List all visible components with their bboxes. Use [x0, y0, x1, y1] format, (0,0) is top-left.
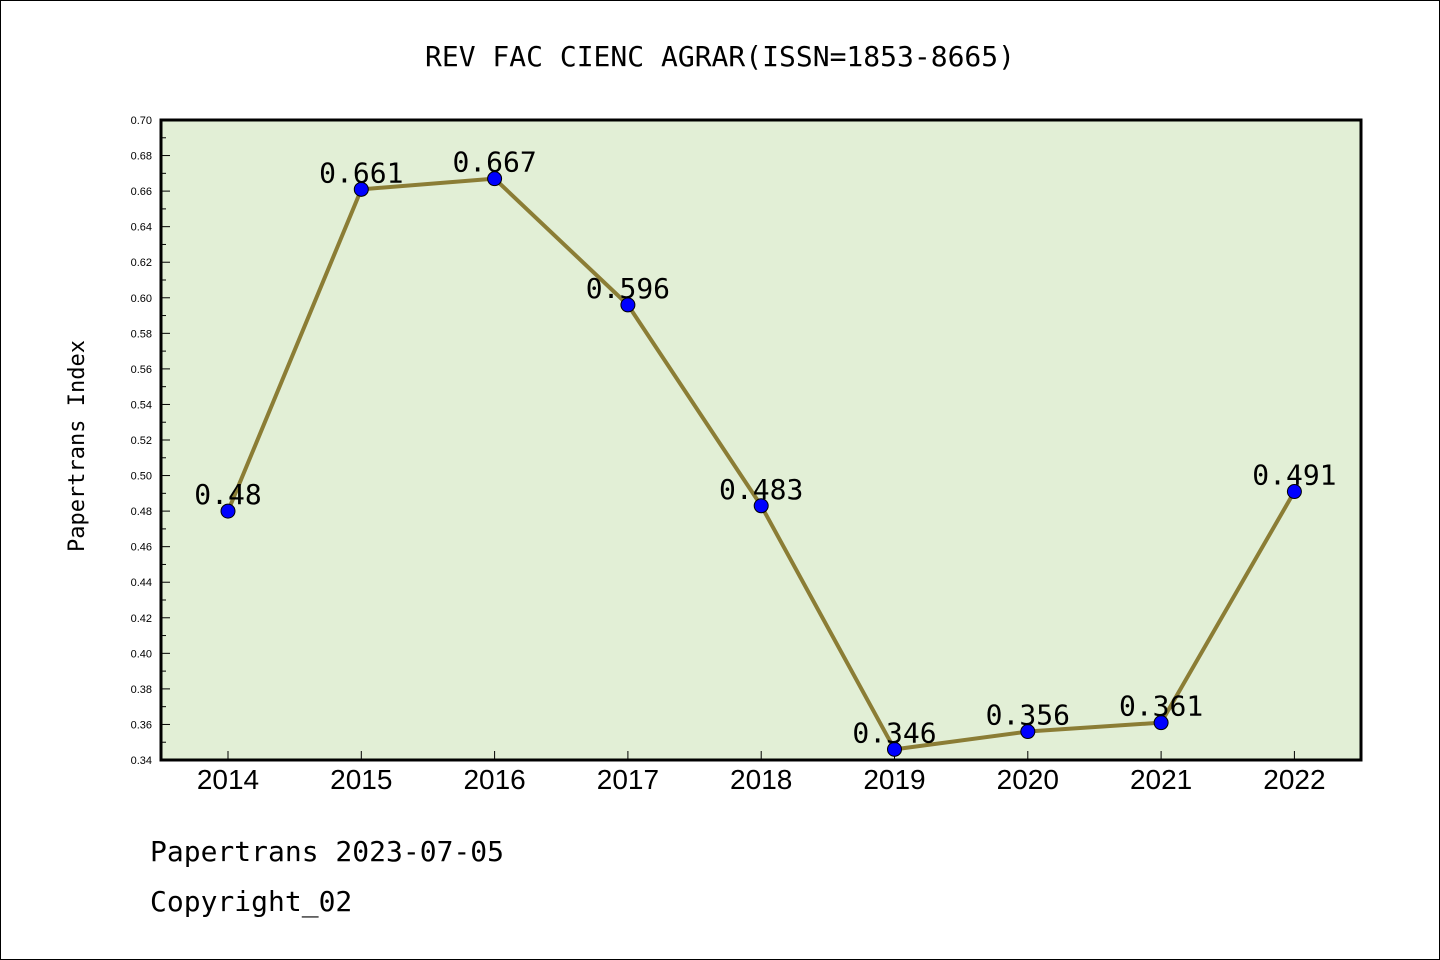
chart-title: REV FAC CIENC AGRAR(ISSN=1853-8665) — [425, 40, 1015, 73]
y-tick-label: 0.44 — [131, 577, 152, 589]
x-tick-label: 2016 — [463, 764, 525, 795]
data-point — [1286, 484, 1302, 500]
x-tick-label: 2015 — [330, 764, 392, 795]
y-tick-label: 0.56 — [131, 364, 152, 376]
y-tick-label: 0.50 — [131, 471, 152, 483]
data-label: 0.361 — [1119, 690, 1203, 723]
y-tick-label: 0.48 — [131, 506, 152, 518]
data-label: 0.491 — [1252, 459, 1336, 492]
data-point — [1153, 715, 1169, 731]
data-label: 0.596 — [586, 272, 670, 305]
y-tick-label: 0.58 — [131, 328, 152, 340]
x-tick-label: 2017 — [597, 764, 659, 795]
data-labels: 0.48 0.661 0.667 0.596 0.483 0.346 0.356 0.361 0… — [194, 146, 1336, 750]
data-point — [487, 171, 503, 187]
x-tick-label: 2018 — [730, 764, 792, 795]
y-tick-label: 0.64 — [131, 222, 152, 234]
footer-date: Papertrans 2023-07-05 — [150, 835, 505, 868]
data-label: 0.483 — [719, 473, 803, 506]
y-axis-label: Papertrans Index — [65, 340, 90, 552]
x-tick-label: 2020 — [997, 764, 1059, 795]
x-tick-label: 2019 — [863, 764, 925, 795]
plot-area — [161, 120, 1361, 760]
footer-copyright: Copyright_02 — [150, 885, 353, 918]
x-tick-label: 2021 — [1130, 764, 1192, 795]
x-tick-label: 2014 — [197, 764, 259, 795]
y-tick-label: 0.70 — [131, 115, 152, 127]
y-tick-label: 0.54 — [131, 399, 152, 411]
y-tick-label: 0.52 — [131, 435, 152, 447]
y-tick-label: 0.34 — [131, 755, 152, 767]
y-tick-label: 0.60 — [131, 293, 152, 305]
data-label: 0.661 — [319, 156, 403, 189]
y-tick-label: 0.46 — [131, 542, 152, 554]
plot-border — [159, 118, 1363, 762]
data-label: 0.48 — [194, 478, 261, 511]
data-point — [1020, 724, 1036, 740]
y-tick-label: 0.42 — [131, 613, 152, 625]
data-point — [753, 498, 769, 514]
y-tick-label: 0.66 — [131, 186, 152, 198]
data-point — [887, 741, 902, 757]
y-tick-label: 0.40 — [131, 648, 152, 660]
x-tick-label: 2022 — [1263, 764, 1325, 795]
x-axis: 2014 2015 2016 2017 2018 2019 2020 2021 2022 — [197, 751, 1326, 795]
data-points — [220, 171, 1302, 757]
data-label: 0.356 — [986, 699, 1070, 732]
y-tick-label: 0.62 — [131, 257, 152, 269]
data-point — [220, 503, 236, 519]
data-label: 0.346 — [852, 716, 936, 749]
data-point — [620, 297, 636, 313]
data-label: 0.667 — [452, 146, 536, 179]
data-point — [353, 181, 369, 197]
y-tick-label: 0.68 — [131, 151, 152, 163]
y-tick-label: 0.36 — [131, 719, 152, 731]
y-tick-label: 0.38 — [131, 684, 152, 696]
